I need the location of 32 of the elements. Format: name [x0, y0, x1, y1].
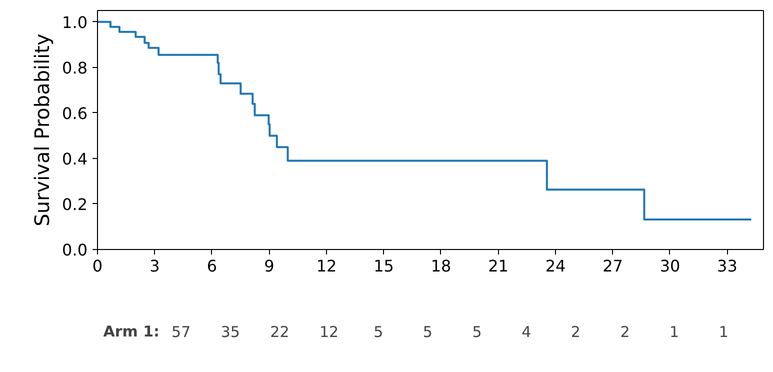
- x-tick-label: 3: [150, 256, 160, 276]
- y-tick-label: 0.4: [62, 149, 88, 168]
- x-tick-label: 24: [545, 256, 566, 276]
- x-tick-label: 21: [488, 256, 508, 276]
- text: 22: [270, 323, 290, 341]
- text: 1: [718, 323, 728, 341]
- text: 4: [522, 323, 532, 341]
- text: 5: [422, 323, 432, 341]
- y-tick-label: 0.6: [62, 104, 88, 123]
- x-tick-label: 33: [717, 256, 738, 276]
- x-tick-label: 12: [316, 256, 337, 276]
- y-tick-label: 1.0: [62, 12, 88, 32]
- x-tick-label: 9: [264, 256, 274, 276]
- x-tick-label: 0: [92, 256, 103, 276]
- text: Arm 1:: [103, 322, 160, 340]
- text: 5: [472, 323, 482, 341]
- x-tick-label: 15: [374, 256, 394, 276]
- x-tick-label: 6: [206, 256, 218, 276]
- text: 57: [172, 323, 191, 341]
- x-tick-label: 27: [602, 256, 623, 276]
- y-tick-label: 0.0: [62, 240, 88, 260]
- text: 1: [670, 323, 680, 341]
- y-tick-label: 0.2: [62, 194, 88, 214]
- text: 35: [220, 323, 240, 341]
- x-tick-label: 18: [430, 256, 452, 276]
- y-axis-title: Survival Probability: [30, 33, 54, 226]
- y-tick-label: 0.8: [62, 58, 88, 78]
- text: 2: [620, 323, 630, 341]
- x-tick-label: 30: [660, 256, 680, 276]
- text: 5: [374, 323, 384, 341]
- text: 2: [570, 323, 580, 341]
- text: 12: [320, 323, 339, 341]
